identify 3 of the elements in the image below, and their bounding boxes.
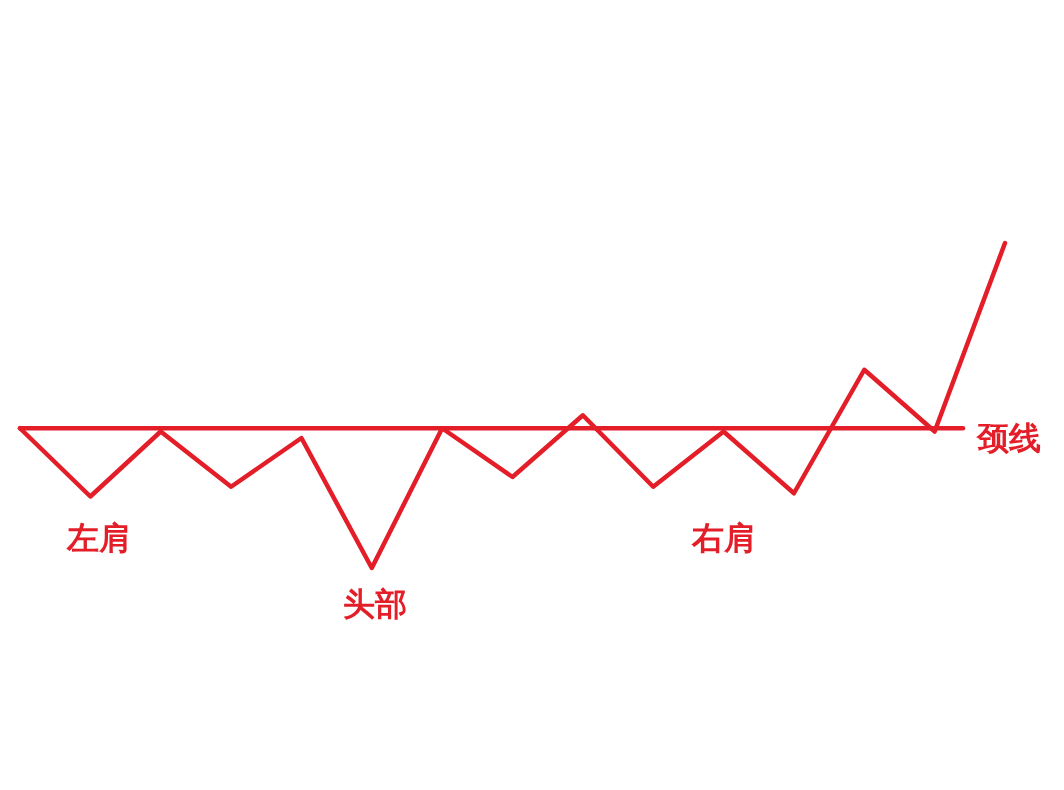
annotation: 左肩 (67, 520, 131, 556)
annotation: 右肩 (692, 520, 756, 556)
annotation: 头部 (343, 586, 407, 622)
